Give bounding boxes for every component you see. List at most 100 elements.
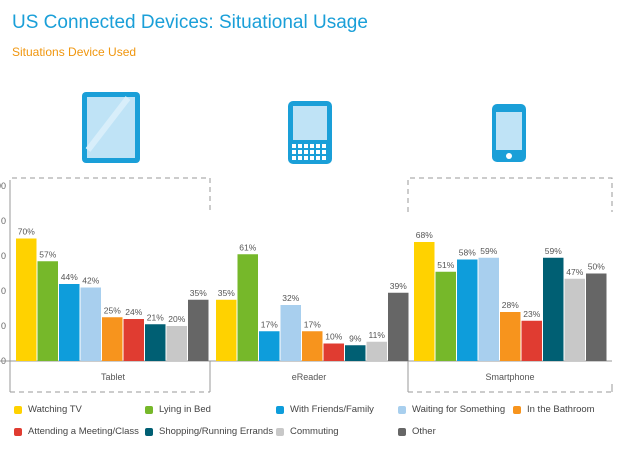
bar bbox=[280, 305, 301, 361]
tablet-icon-glare bbox=[85, 96, 131, 152]
legend-label: Watching TV bbox=[28, 404, 82, 415]
legend-item: Lying in Bed bbox=[145, 404, 211, 415]
bar bbox=[145, 324, 166, 361]
bar bbox=[302, 331, 323, 361]
bar bbox=[102, 317, 123, 361]
legend-label: With Friends/Family bbox=[290, 404, 374, 415]
data-label: 61% bbox=[239, 242, 256, 252]
y-tick-label: 00 bbox=[0, 181, 6, 191]
bar bbox=[543, 257, 564, 361]
ereader-icon-key bbox=[316, 150, 320, 154]
data-label: 20% bbox=[168, 314, 185, 324]
tablet-icon-screen bbox=[87, 97, 135, 158]
bar bbox=[237, 254, 258, 361]
ereader-icon-key bbox=[304, 144, 308, 148]
bar bbox=[216, 299, 237, 361]
ereader-icon-key bbox=[322, 156, 326, 160]
ereader-icon-key bbox=[316, 144, 320, 148]
legend-swatch bbox=[276, 427, 284, 436]
bar bbox=[388, 292, 409, 361]
legend-label: Commuting bbox=[290, 426, 339, 437]
data-label: 28% bbox=[502, 300, 519, 310]
data-label: 58% bbox=[459, 248, 476, 258]
ereader-icon-screen bbox=[293, 106, 327, 140]
ereader-icon-key bbox=[322, 144, 326, 148]
ereader-icon-key bbox=[316, 156, 320, 160]
legend-swatch bbox=[145, 427, 153, 436]
data-label: 11% bbox=[369, 330, 386, 340]
bar bbox=[80, 287, 101, 361]
bar bbox=[123, 319, 144, 361]
legend-item: With Friends/Family bbox=[276, 404, 374, 415]
bar bbox=[188, 299, 209, 361]
legend-label: Shopping/Running Errands bbox=[159, 426, 274, 437]
legend-label: Attending a Meeting/Class bbox=[28, 426, 139, 437]
legend-label: Lying in Bed bbox=[159, 404, 211, 415]
ereader-icon-key bbox=[298, 144, 302, 148]
data-label: 35% bbox=[218, 288, 235, 298]
y-tick-label: 0 bbox=[1, 251, 6, 261]
smartphone-icon-button bbox=[506, 153, 512, 159]
category-divider bbox=[407, 384, 613, 392]
bar bbox=[323, 343, 344, 361]
ereader-icon-key bbox=[304, 156, 308, 160]
legend-swatch bbox=[14, 405, 22, 414]
bar bbox=[414, 242, 435, 361]
bar bbox=[564, 278, 585, 361]
legend-item: Other bbox=[398, 426, 436, 437]
data-label: 32% bbox=[282, 293, 299, 303]
data-label: 59% bbox=[480, 246, 497, 256]
data-label: 44% bbox=[61, 272, 78, 282]
data-label: 9% bbox=[349, 333, 362, 343]
bar bbox=[37, 261, 58, 361]
data-label: 68% bbox=[416, 230, 433, 240]
category-label: eReader bbox=[292, 372, 327, 382]
bar bbox=[166, 326, 187, 361]
data-label: 39% bbox=[390, 281, 407, 291]
legend-swatch bbox=[398, 427, 406, 436]
data-label: 24% bbox=[125, 307, 142, 317]
bar bbox=[478, 257, 499, 361]
bar bbox=[435, 271, 456, 361]
data-label: 42% bbox=[82, 276, 99, 286]
data-label: 50% bbox=[588, 262, 605, 272]
legend-swatch bbox=[513, 405, 521, 414]
bar bbox=[259, 331, 280, 361]
legend-item: Attending a Meeting/Class bbox=[14, 426, 139, 437]
data-label: 25% bbox=[104, 305, 121, 315]
category-label: Tablet bbox=[101, 372, 126, 382]
data-label: 17% bbox=[261, 319, 278, 329]
data-label: 21% bbox=[147, 312, 164, 322]
ereader-icon-key bbox=[310, 156, 314, 160]
smartphone-icon-screen bbox=[496, 112, 522, 150]
ereader-icon-key bbox=[298, 150, 302, 154]
legend-label: Waiting for Something bbox=[412, 404, 506, 415]
bar bbox=[59, 284, 80, 361]
data-label: 35% bbox=[190, 288, 207, 298]
ereader-icon-key bbox=[292, 144, 296, 148]
ereader-icon-key bbox=[292, 156, 296, 160]
data-label: 51% bbox=[437, 260, 454, 270]
legend-item: In the Bathroom bbox=[513, 404, 595, 415]
legend-label: In the Bathroom bbox=[527, 404, 595, 415]
legend-swatch bbox=[145, 405, 153, 414]
bar bbox=[521, 320, 542, 361]
ereader-icon-key bbox=[322, 150, 326, 154]
bar bbox=[366, 341, 387, 361]
ereader-icon-key bbox=[292, 150, 296, 154]
legend-swatch bbox=[398, 405, 406, 414]
bar bbox=[457, 259, 478, 361]
data-label: 59% bbox=[545, 246, 562, 256]
bar bbox=[586, 273, 607, 361]
bar bbox=[16, 238, 37, 361]
data-label: 10% bbox=[325, 332, 342, 342]
chart-title: US Connected Devices: Situational Usage bbox=[12, 12, 368, 33]
ereader-icon-key bbox=[310, 150, 314, 154]
legend-item: Shopping/Running Errands bbox=[145, 426, 273, 437]
legend-item: Waiting for Something bbox=[398, 404, 505, 415]
y-tick-label: 0 bbox=[1, 286, 6, 296]
group-frame bbox=[9, 177, 211, 212]
group-frame bbox=[407, 177, 613, 212]
ereader-icon-key bbox=[310, 144, 314, 148]
